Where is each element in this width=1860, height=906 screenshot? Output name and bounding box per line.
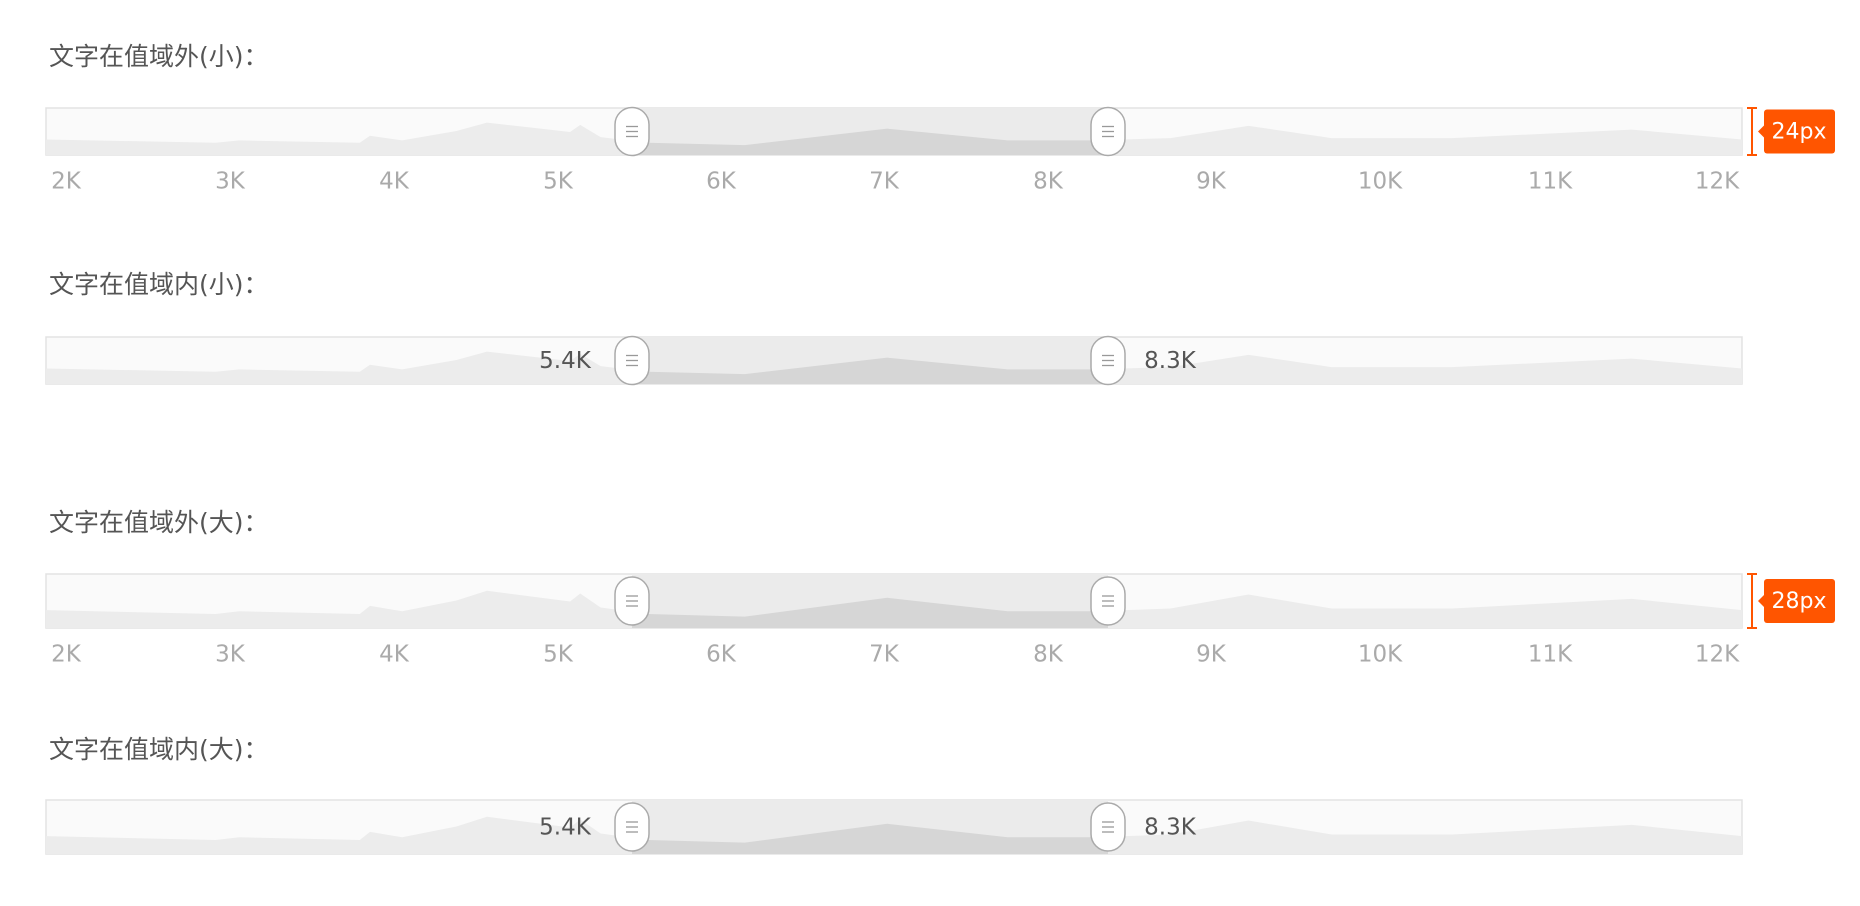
selected-area (632, 128, 1108, 155)
slider-handle[interactable] (1090, 576, 1126, 626)
tick-label: 8K (1033, 169, 1064, 195)
tick-label: 7K (869, 642, 900, 668)
handle-label: 8.3K (1144, 815, 1197, 841)
tick-label: 4K (379, 169, 410, 195)
slider-handle[interactable] (614, 335, 650, 386)
slider-handle[interactable] (614, 802, 650, 852)
handle-label: 5.4K (539, 815, 592, 841)
section-title: 文字在值域外(大)： (49, 508, 269, 537)
tick-label: 9K (1196, 169, 1227, 195)
badge-pointer (1758, 594, 1765, 608)
tick-label: 11K (1528, 642, 1573, 668)
tick-label: 2K (51, 642, 82, 668)
size-badge-label: 24px (1772, 120, 1827, 145)
handle-label: 5.4K (539, 348, 592, 374)
tick-label: 12K (1695, 169, 1740, 195)
size-badge (1764, 109, 1835, 154)
tick-label: 10K (1358, 642, 1403, 668)
slider-handle[interactable] (614, 106, 650, 157)
tick-label: 5K (543, 642, 574, 668)
tick-label: 6K (706, 169, 737, 195)
range-slider[interactable] (45, 573, 1743, 629)
tick-label: 11K (1528, 169, 1573, 195)
selected-area (632, 357, 1108, 384)
slider-handle[interactable] (1090, 106, 1126, 157)
section-title: 文字在值域内(大)： (49, 735, 269, 764)
tick-label: 8K (1033, 642, 1064, 668)
section-title: 文字在值域外(小)： (49, 42, 269, 71)
tick-label: 6K (706, 642, 737, 668)
badge-pointer (1758, 124, 1765, 139)
range-slider[interactable] (45, 106, 1743, 157)
tick-label: 3K (215, 642, 246, 668)
slider-handle[interactable] (1090, 335, 1126, 386)
tick-label: 10K (1358, 169, 1403, 195)
tick-label: 2K (51, 169, 82, 195)
tick-label: 4K (379, 642, 410, 668)
section-title: 文字在值域内(小)： (49, 270, 269, 299)
tick-label: 9K (1196, 642, 1227, 668)
selected-area (632, 597, 1108, 628)
tick-label: 3K (215, 169, 246, 195)
tick-label: 5K (543, 169, 574, 195)
selected-area (632, 823, 1108, 854)
range-slider[interactable] (45, 799, 1743, 855)
range-slider[interactable] (45, 335, 1743, 386)
slider-handle[interactable] (1090, 802, 1126, 852)
slider-handle[interactable] (614, 576, 650, 626)
handle-label: 8.3K (1144, 348, 1197, 374)
size-badge-label: 28px (1772, 589, 1827, 614)
tick-label: 12K (1695, 642, 1740, 668)
tick-label: 7K (869, 169, 900, 195)
size-badge (1764, 579, 1835, 623)
